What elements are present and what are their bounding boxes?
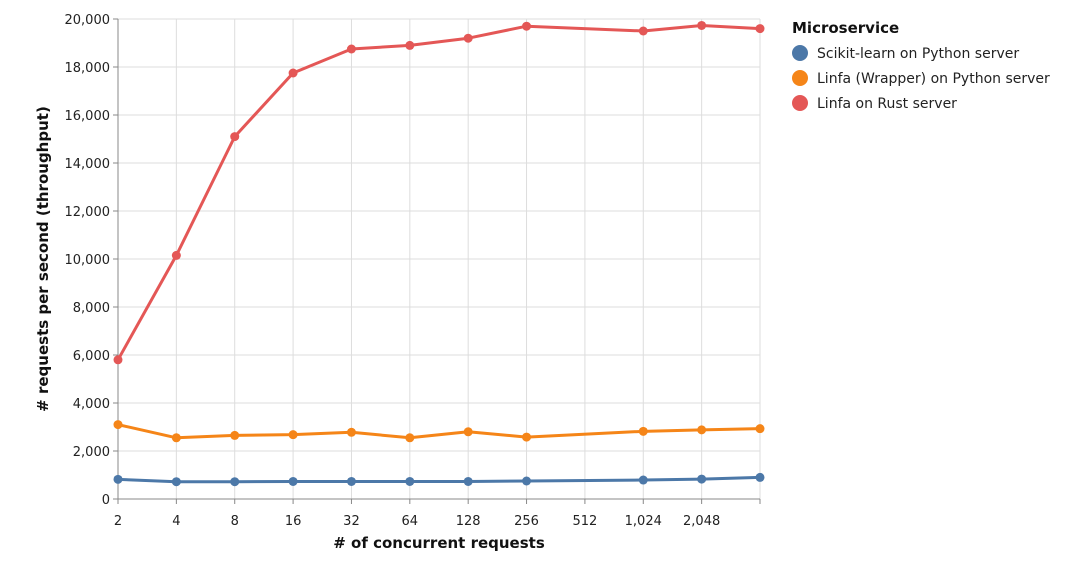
data-point [405, 40, 415, 50]
data-point [288, 68, 298, 78]
data-point [522, 432, 532, 442]
data-point [697, 474, 707, 484]
data-point [288, 430, 298, 440]
data-point [522, 476, 532, 486]
legend-label: Linfa (Wrapper) on Python server [817, 71, 1050, 87]
data-point [755, 424, 765, 434]
x-tick-label: 4 [172, 514, 180, 529]
legend: Microservice Scikit-learn on Python serv… [792, 19, 1050, 112]
data-point [638, 475, 648, 485]
data-point [171, 477, 181, 487]
x-tick-label: 128 [456, 514, 481, 529]
data-point [697, 425, 707, 435]
y-tick-label: 14,000 [65, 157, 111, 172]
series-line-0 [116, 475, 762, 484]
data-point [113, 420, 123, 430]
y-axis-title: # requests per second (throughput) [34, 106, 52, 412]
x-tick-label: 512 [572, 514, 597, 529]
data-point [230, 430, 240, 440]
y-tick-label: 8,000 [73, 301, 110, 316]
y-tick-label: 12,000 [65, 205, 111, 220]
y-tick-label: 18,000 [65, 61, 111, 76]
data-point [463, 33, 473, 43]
series-lines [113, 20, 765, 487]
data-point [171, 250, 181, 260]
data-point [346, 427, 356, 437]
legend-swatch-icon [792, 70, 808, 86]
y-tick-label: 10,000 [65, 253, 111, 268]
data-point [230, 477, 240, 487]
x-tick-label: 1,024 [625, 514, 662, 529]
data-point [405, 433, 415, 443]
axes: 0 2,000 4,000 6,000 8,000 10,000 12,000 14,000 1… [65, 13, 761, 529]
data-point [697, 20, 707, 30]
data-point [346, 44, 356, 54]
x-tick-label: 32 [343, 514, 360, 529]
data-point [288, 476, 298, 486]
data-point [463, 476, 473, 486]
x-tick-label: 8 [231, 514, 239, 529]
y-tick-label: 0 [102, 493, 110, 508]
legend-swatch-icon [792, 45, 808, 61]
data-point [755, 472, 765, 482]
y-tick-label: 2,000 [73, 445, 110, 460]
legend-title: Microservice [792, 19, 899, 37]
x-tick-label: 64 [402, 514, 419, 529]
data-point [113, 355, 123, 365]
legend-label: Linfa on Rust server [817, 96, 957, 112]
data-point [463, 427, 473, 437]
data-point [522, 21, 532, 31]
data-point [113, 474, 123, 484]
data-point [638, 426, 648, 436]
data-point [346, 476, 356, 486]
data-point [230, 132, 240, 142]
data-point [755, 24, 765, 34]
x-axis-title: # of concurrent requests [333, 534, 545, 552]
x-tick-label: 2 [114, 514, 122, 529]
legend-swatch-icon [792, 95, 808, 111]
series-line-1 [116, 423, 762, 440]
data-point [405, 476, 415, 486]
y-tick-label: 4,000 [73, 397, 110, 412]
y-tick-label: 20,000 [65, 13, 111, 28]
x-tick-label: 256 [514, 514, 539, 529]
y-tick-label: 6,000 [73, 349, 110, 364]
series-line-2 [116, 23, 762, 362]
data-point [171, 433, 181, 443]
grid-lines [117, 18, 761, 500]
x-tick-label: 2,048 [683, 514, 720, 529]
data-point [638, 26, 648, 36]
x-tick-label: 16 [285, 514, 302, 529]
legend-label: Scikit-learn on Python server [817, 46, 1019, 62]
y-tick-label: 16,000 [65, 109, 111, 124]
